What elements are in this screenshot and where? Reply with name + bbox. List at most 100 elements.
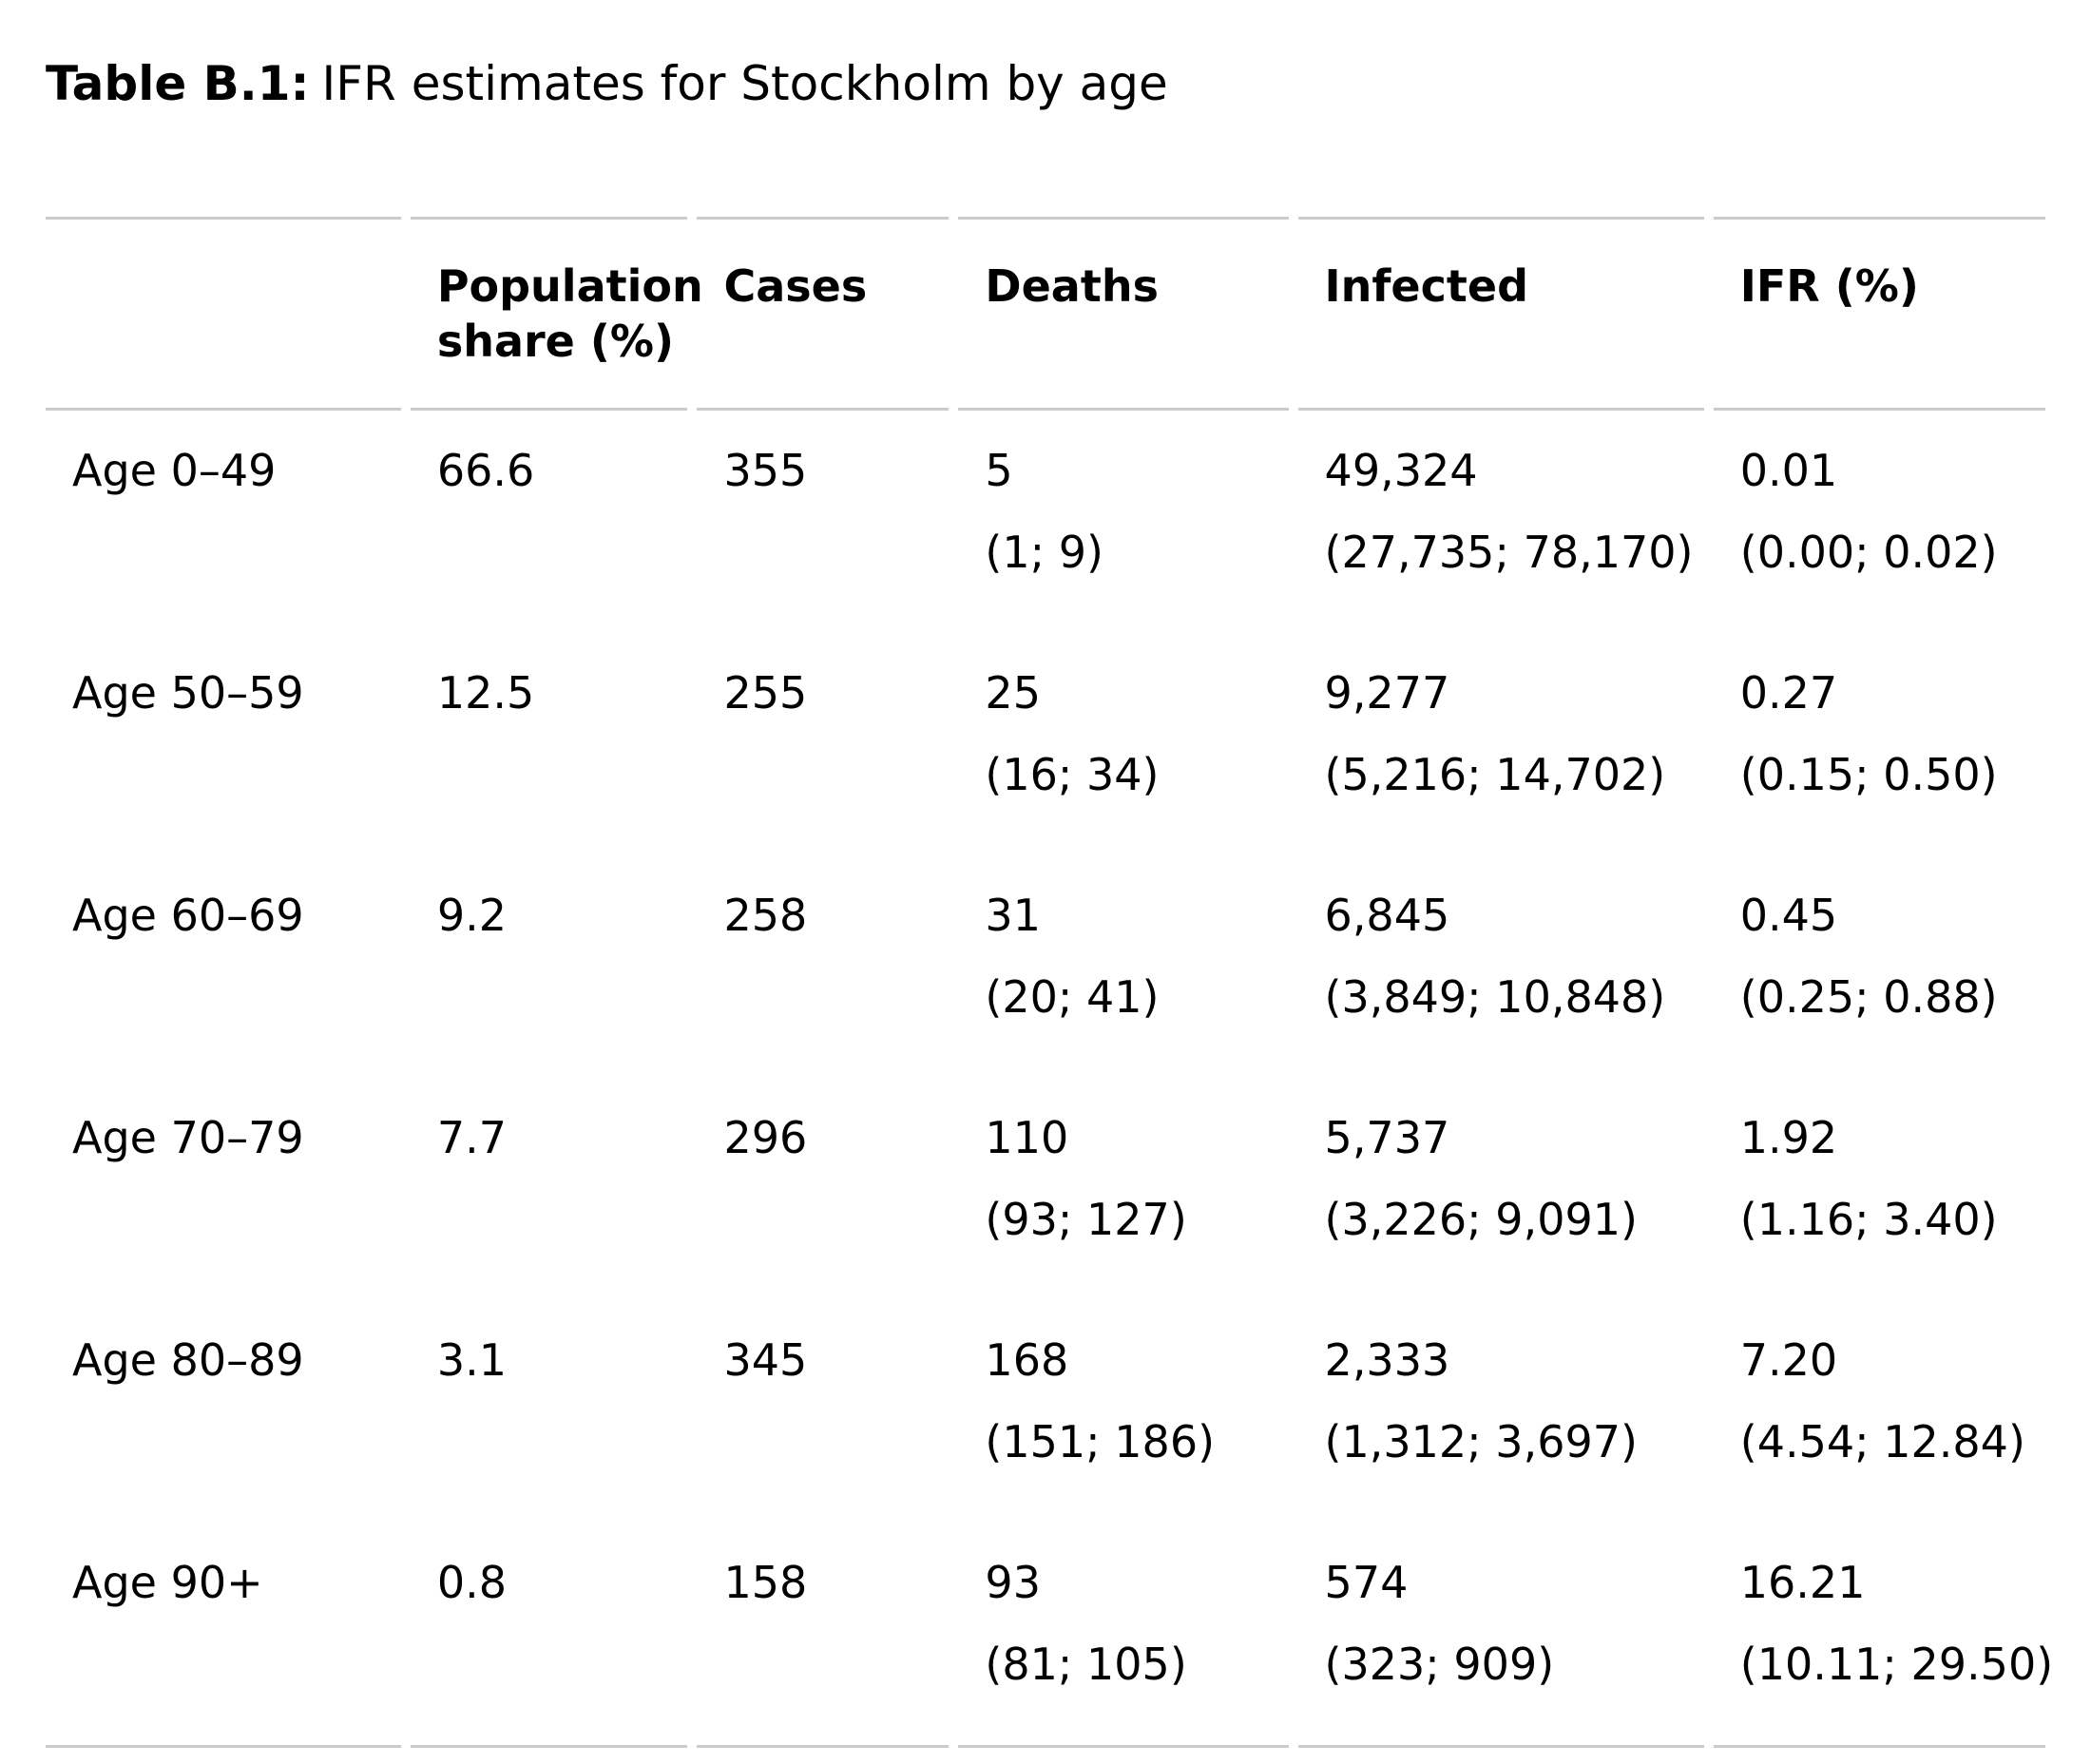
ifr-value: 16.21 [1739,1556,1866,1608]
infected-value: 6,845 [1324,889,1450,941]
population-share-value: 66.6 [436,444,535,496]
row-label: Age 0–49 [46,411,401,633]
ifr-value: 0.01 [1739,444,1838,496]
table-row-age-0-49: Age 0–49 66.6 355 5 (1; 9) 49,324 (27,73… [46,411,2045,633]
ifr-confidence-interval: (4.54; 12.84) [1739,1415,2025,1467]
age-group-label: Age 50–59 [72,666,304,719]
table-row-age-90-plus: Age 90+ 0.8 158 93 (81; 105) 574 (323; 9… [46,1523,2054,1748]
col-header-infected: Infected [1297,217,1704,411]
cell-infected: 9,277 (5,216; 14,702) [1298,633,1704,855]
deaths-confidence-interval: (151; 186) [985,1415,1216,1467]
cell-ifr: 0.01 (0.00; 0.02) [1714,411,2045,633]
row-label: Age 90+ [46,1523,401,1748]
ifr-confidence-interval: (10.11; 29.50) [1739,1638,2054,1690]
cell-population-share: 3.1 [411,1300,688,1523]
infected-value: 49,324 [1324,444,1478,496]
cases-value: 158 [723,1556,808,1608]
infected-confidence-interval: (27,735; 78,170) [1324,526,1694,578]
cell-infected: 49,324 (27,735; 78,170) [1298,411,1704,633]
table-title-label: Table B.1: [46,56,310,111]
cell-infected: 2,333 (1,312; 3,697) [1298,1300,1704,1523]
cell-deaths: 5 (1; 9) [958,411,1288,633]
cell-cases: 258 [697,855,949,1078]
cell-deaths: 110 (93; 127) [958,1078,1288,1300]
cell-deaths: 168 (151; 186) [958,1300,1288,1523]
population-share-value: 12.5 [436,666,535,719]
cell-deaths: 25 (16; 34) [958,633,1288,855]
cases-value: 258 [723,889,808,941]
deaths-value: 168 [985,1333,1069,1386]
deaths-confidence-interval: (16; 34) [985,748,1160,800]
infected-confidence-interval: (1,312; 3,697) [1324,1415,1638,1467]
deaths-value: 5 [985,444,1013,496]
age-group-label: Age 70–79 [72,1111,304,1163]
deaths-value: 31 [985,889,1041,941]
infected-confidence-interval: (3,849; 10,848) [1324,970,1666,1023]
infected-confidence-interval: (3,226; 9,091) [1324,1193,1638,1245]
ifr-value: 1.92 [1739,1111,1838,1163]
deaths-confidence-interval: (20; 41) [985,970,1160,1023]
row-label: Age 70–79 [46,1078,401,1300]
ifr-value: 0.45 [1739,889,1838,941]
cell-ifr: 1.92 (1.16; 3.40) [1714,1078,2045,1300]
deaths-value: 110 [985,1111,1069,1163]
deaths-confidence-interval: (93; 127) [985,1193,1187,1245]
deaths-value: 25 [985,666,1041,719]
cell-cases: 296 [697,1078,949,1300]
cell-cases: 345 [697,1300,949,1523]
deaths-confidence-interval: (1; 9) [985,526,1103,578]
cell-population-share: 7.7 [411,1078,688,1300]
table-title: Table B.1: IFR estimates for Stockholm by… [46,55,2045,112]
cell-ifr: 7.20 (4.54; 12.84) [1714,1300,2045,1523]
cell-infected: 574 (323; 909) [1297,1523,1704,1748]
cases-value: 255 [723,666,808,719]
ifr-estimates-table: Population share (%) Cases Deaths Infect… [36,217,2055,1748]
cases-value: 355 [723,444,808,496]
col-header-deaths: Deaths [958,217,1289,411]
population-share-value: 0.8 [436,1556,507,1608]
cases-value: 345 [723,1333,808,1386]
header-row: Population share (%) Cases Deaths Infect… [46,217,2045,411]
col-header-population-share: Population share (%) [410,217,703,411]
cell-population-share: 0.8 [410,1523,688,1748]
ifr-confidence-interval: (0.25; 0.88) [1739,970,1998,1023]
row-label: Age 80–89 [46,1300,401,1523]
cell-infected: 6,845 (3,849; 10,848) [1298,855,1704,1078]
ifr-value: 7.20 [1739,1333,1838,1386]
corner-cell [46,217,401,411]
cell-cases: 355 [697,411,949,633]
population-share-value: 7.7 [436,1111,507,1163]
population-share-value: 9.2 [436,889,507,941]
table-row-age-50-59: Age 50–59 12.5 255 25 (16; 34) 9,277 (5,… [46,633,2045,855]
cell-deaths: 93 (81; 105) [958,1523,1289,1748]
cell-population-share: 66.6 [411,411,688,633]
age-group-label: Age 90+ [72,1556,263,1608]
col-header-cases: Cases [697,217,950,411]
cell-population-share: 9.2 [411,855,688,1078]
population-share-value: 3.1 [436,1333,507,1386]
table-title-caption: IFR estimates for Stockholm by age [321,56,1168,111]
deaths-confidence-interval: (81; 105) [985,1638,1187,1690]
infected-value: 9,277 [1324,666,1450,719]
ifr-confidence-interval: (1.16; 3.40) [1739,1193,1998,1245]
infected-value: 5,737 [1324,1111,1450,1163]
infected-value: 2,333 [1324,1333,1450,1386]
ifr-confidence-interval: (0.00; 0.02) [1739,526,1998,578]
col-header-ifr: IFR (%) [1713,217,2045,411]
row-label: Age 60–69 [46,855,401,1078]
ifr-confidence-interval: (0.15; 0.50) [1739,748,1998,800]
infected-value: 574 [1324,1556,1409,1608]
infected-confidence-interval: (323; 909) [1324,1638,1555,1690]
cell-population-share: 12.5 [411,633,688,855]
deaths-value: 93 [985,1556,1041,1608]
cases-value: 296 [723,1111,808,1163]
cell-ifr: 0.45 (0.25; 0.88) [1714,855,2045,1078]
row-label: Age 50–59 [46,633,401,855]
cell-infected: 5,737 (3,226; 9,091) [1298,1078,1704,1300]
ifr-value: 0.27 [1739,666,1838,719]
age-group-label: Age 60–69 [72,889,304,941]
age-group-label: Age 0–49 [72,444,277,496]
infected-confidence-interval: (5,216; 14,702) [1324,748,1666,800]
table-row-age-80-89: Age 80–89 3.1 345 168 (151; 186) 2,333 (… [46,1300,2045,1523]
